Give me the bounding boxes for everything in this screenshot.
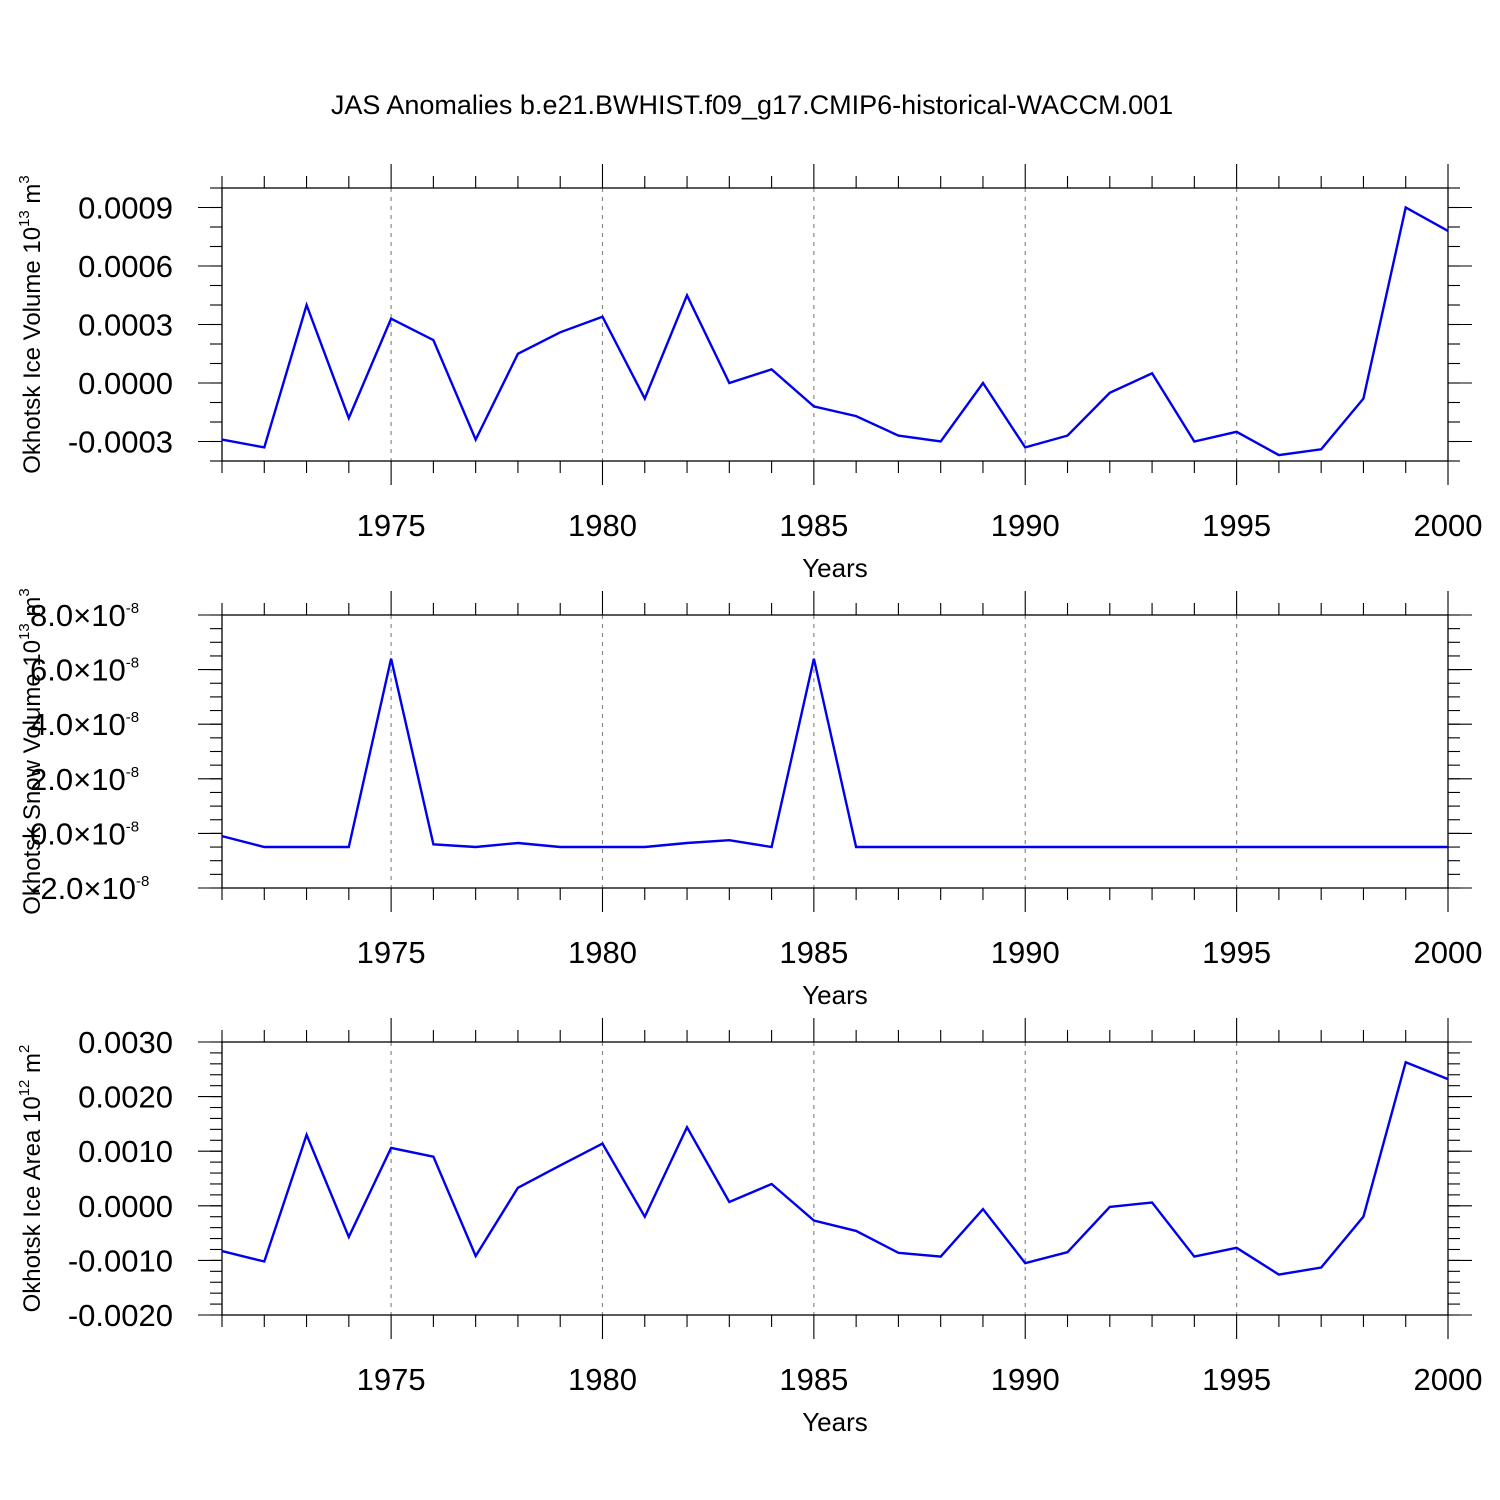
panel-snow-volume: -2.0×10-8 0.0×10-8 2.0×10-8 4.0×10-8 6.0×10-… bbox=[16, 588, 1482, 1010]
x-tick-label: 1995 bbox=[1202, 508, 1271, 543]
y-tick-label: 0.0003 bbox=[78, 308, 173, 343]
y-tick-label: 4.0×10-8 bbox=[30, 707, 139, 742]
x-axis-label: Years bbox=[802, 1407, 868, 1437]
x-tick-label: 1975 bbox=[357, 508, 426, 543]
plot-frame bbox=[221, 1041, 1449, 1316]
y-tick-label: 0.0000 bbox=[78, 366, 173, 401]
x-tick-label: 1995 bbox=[1202, 1362, 1271, 1397]
x-tick-label: 1990 bbox=[991, 508, 1060, 543]
y-tick-label: 0.0000 bbox=[78, 1189, 173, 1224]
series-line-ice-volume bbox=[221, 205, 1449, 457]
y-tick-label: 0.0010 bbox=[78, 1134, 173, 1169]
x-tick-label: 2000 bbox=[1414, 935, 1483, 970]
series-line-ice-area bbox=[221, 1060, 1449, 1276]
panel-ice-area: -0.0020 -0.0010 0.0000 0.0010 0.0020 0.0030 19… bbox=[16, 1018, 1482, 1437]
y-tick-label: 0.0009 bbox=[78, 191, 173, 226]
x-tick-label: 2000 bbox=[1414, 1362, 1483, 1397]
panel-ice-volume: -0.0003 0.0000 0.0003 0.0006 0.0009 1975 1980 1… bbox=[16, 164, 1482, 583]
series-line-snow-volume bbox=[221, 658, 1448, 849]
y-tick-label: 6.0×10-8 bbox=[30, 653, 139, 688]
x-tick-label: 1980 bbox=[568, 1362, 637, 1397]
x-tick-label: 1985 bbox=[779, 935, 848, 970]
figure-title: JAS Anomalies b.e21.BWHIST.f09_g17.CMIP6… bbox=[331, 90, 1173, 120]
y-tick-label: -0.0003 bbox=[68, 425, 173, 460]
y-tick-label: 0.0006 bbox=[78, 249, 173, 284]
x-tick-label: 1980 bbox=[568, 508, 637, 543]
y-tick-label: 0.0×10-8 bbox=[30, 816, 139, 851]
y-axis-label: Okhotsk Ice Volume 1013 m3 bbox=[16, 175, 46, 474]
y-tick-label: 8.0×10-8 bbox=[30, 598, 139, 633]
x-tick-label: 1985 bbox=[779, 508, 848, 543]
y-axis-label: Okhotsk Ice Area 1012 m2 bbox=[16, 1045, 46, 1313]
x-tick-label: 1975 bbox=[357, 935, 426, 970]
x-tick-label: 1985 bbox=[779, 1362, 848, 1397]
y-tick-label: 2.0×10-8 bbox=[30, 762, 139, 797]
y-tick-label: -2.0×10-8 bbox=[30, 871, 149, 906]
y-tick-label: 0.0020 bbox=[78, 1080, 173, 1115]
y-tick-label: -0.0010 bbox=[68, 1243, 173, 1278]
y-tick-label: 0.0030 bbox=[78, 1025, 173, 1060]
x-axis-label: Years bbox=[802, 980, 868, 1010]
x-tick-label: 1990 bbox=[991, 1362, 1060, 1397]
x-axis-label: Years bbox=[802, 553, 868, 583]
x-tick-label: 1975 bbox=[357, 1362, 426, 1397]
x-tick-label: 2000 bbox=[1414, 508, 1483, 543]
plot-frame bbox=[221, 187, 1449, 462]
x-tick-label: 1980 bbox=[568, 935, 637, 970]
x-tick-label: 1990 bbox=[991, 935, 1060, 970]
y-axis-label: Okhotsk Snow Volume 1013 m3 bbox=[16, 588, 46, 915]
y-tick-label: -0.0020 bbox=[68, 1298, 173, 1333]
x-tick-label: 1995 bbox=[1202, 935, 1271, 970]
